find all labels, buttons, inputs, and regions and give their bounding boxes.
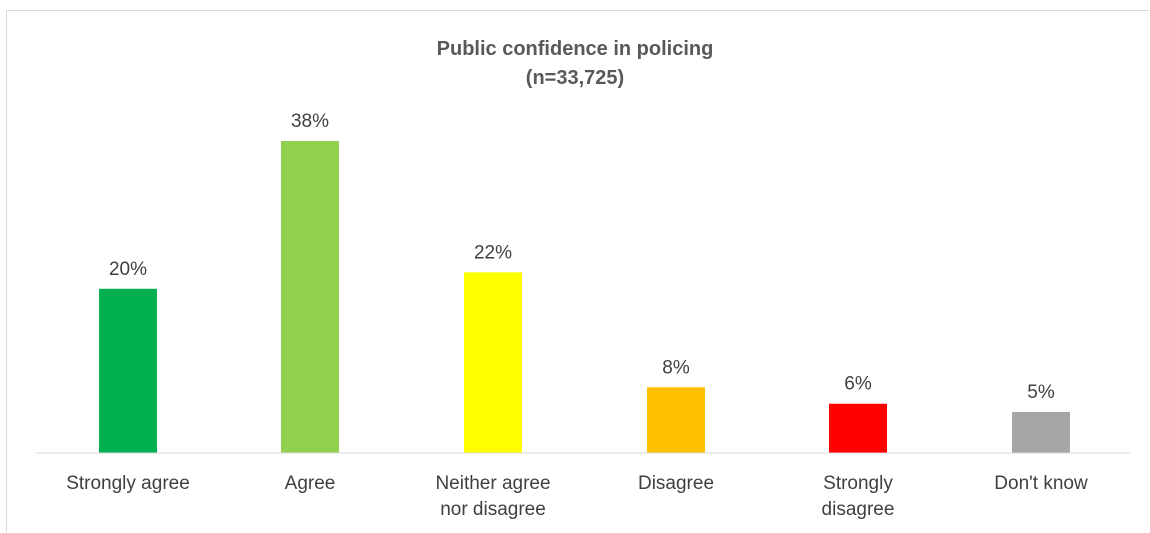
chart-subtitle: (n=33,725): [526, 67, 624, 89]
bars-layer: [99, 141, 1070, 453]
bar-1: [281, 141, 339, 453]
category-label-5: Don't know: [994, 473, 1088, 494]
bar-2: [464, 272, 522, 453]
data-label-2: 22%: [474, 242, 512, 263]
data-label-1: 38%: [291, 111, 329, 132]
chart-title: Public confidence in policing: [437, 38, 714, 60]
category-label-0: Strongly agree: [66, 473, 190, 494]
bar-0: [99, 288, 157, 453]
labels-layer: 20% Strongly agree 38% Agree 22% Neither agre…: [66, 111, 1088, 520]
data-label-4: 6%: [844, 374, 872, 395]
data-label-5: 5%: [1027, 382, 1055, 403]
bar-4: [829, 403, 887, 453]
data-label-3: 8%: [662, 357, 690, 378]
data-label-0: 20%: [109, 259, 147, 280]
category-label-3: Disagree: [638, 473, 714, 494]
category-label-4: Strongly disagree: [822, 473, 895, 520]
bar-3: [647, 387, 705, 453]
chart-frame: [6, 10, 1149, 532]
category-label-2: Neither agree nor disagree: [435, 473, 550, 520]
category-label-1: Agree: [285, 473, 336, 494]
bar-5: [1012, 411, 1070, 453]
